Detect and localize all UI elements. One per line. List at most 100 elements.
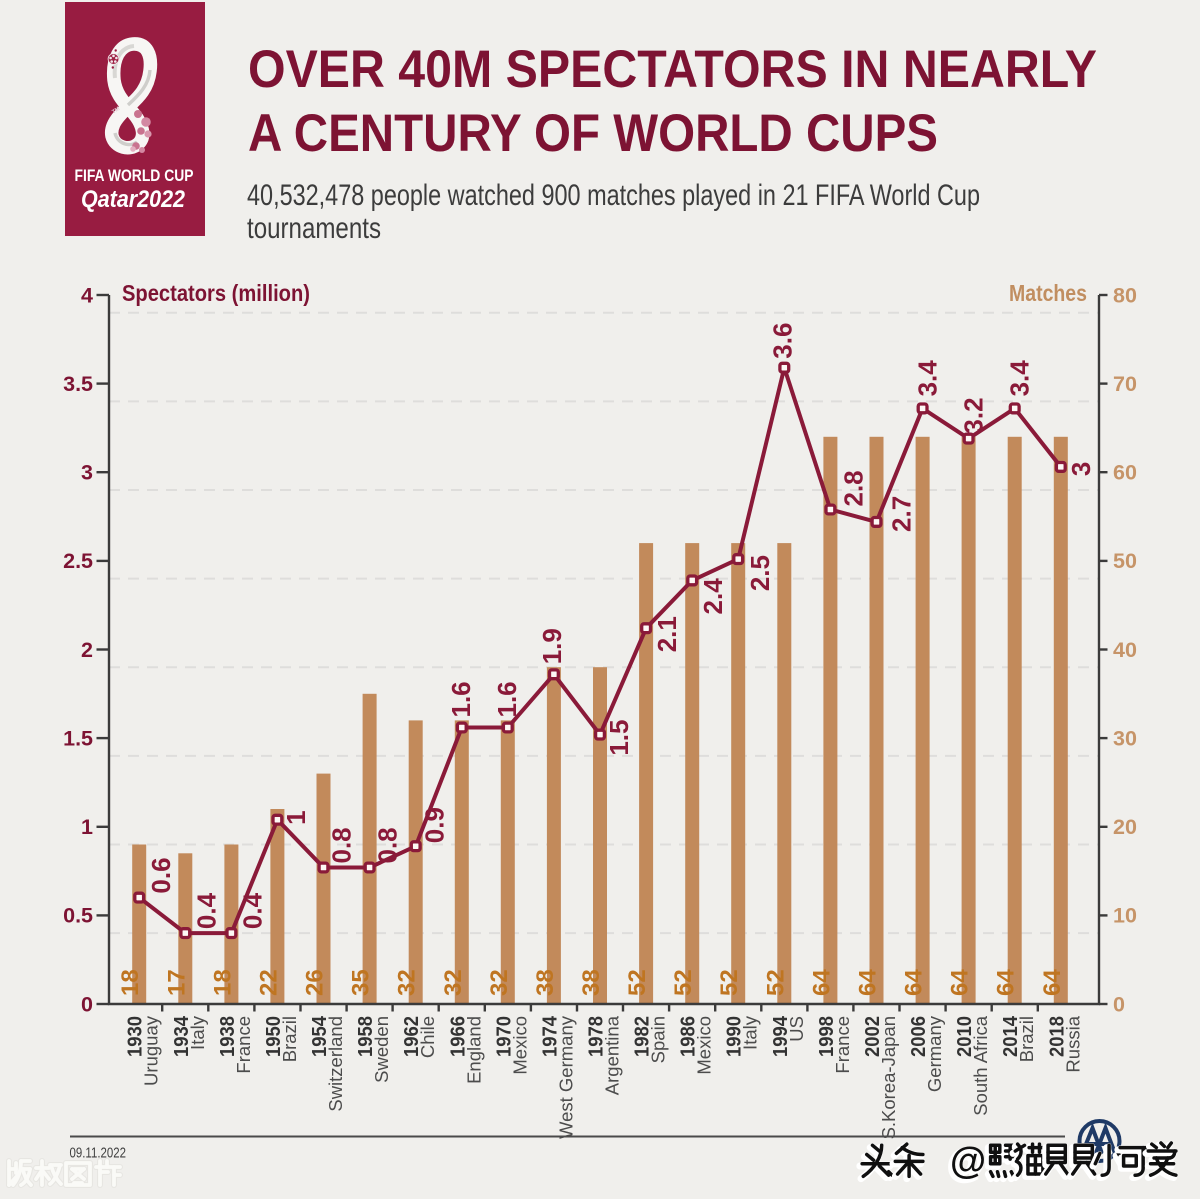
svg-text:Germany: Germany xyxy=(924,1015,945,1092)
svg-text:52: 52 xyxy=(624,969,651,996)
svg-text:1.6: 1.6 xyxy=(446,681,476,717)
svg-text:Russia: Russia xyxy=(1062,1015,1083,1072)
svg-text:S.Korea-Japan: S.Korea-Japan xyxy=(878,1016,899,1139)
svg-text:US: US xyxy=(786,1016,807,1042)
svg-text:38: 38 xyxy=(532,969,559,996)
svg-text:Uruguay: Uruguay xyxy=(141,1015,162,1086)
svg-text:1.5: 1.5 xyxy=(63,726,93,750)
svg-text:2.4: 2.4 xyxy=(698,578,728,615)
svg-text:1.6: 1.6 xyxy=(492,681,522,717)
svg-text:A CENTURY OF WORLD CUPS: A CENTURY OF WORLD CUPS xyxy=(248,104,938,163)
svg-text:Sweden: Sweden xyxy=(371,1016,392,1083)
svg-text:1962: 1962 xyxy=(400,1016,423,1057)
svg-text:64: 64 xyxy=(855,969,882,996)
svg-text:0.6: 0.6 xyxy=(146,857,176,893)
svg-text:2014: 2014 xyxy=(999,1015,1022,1057)
svg-text:80: 80 xyxy=(1113,283,1137,307)
svg-text:Spectators (million): Spectators (million) xyxy=(122,280,310,306)
svg-text:Mexico: Mexico xyxy=(694,1016,715,1075)
svg-text:@: @ xyxy=(948,1142,984,1183)
svg-text:17: 17 xyxy=(163,969,190,996)
svg-text:0.8: 0.8 xyxy=(327,827,357,863)
svg-text:64: 64 xyxy=(947,969,974,996)
svg-text:1: 1 xyxy=(81,815,93,839)
svg-text:1998: 1998 xyxy=(815,1016,838,1057)
svg-text:England: England xyxy=(463,1016,484,1084)
svg-text:35: 35 xyxy=(348,969,375,996)
svg-text:3.6: 3.6 xyxy=(767,323,797,359)
svg-text:Chile: Chile xyxy=(417,1016,438,1058)
svg-text:Qatar2022: Qatar2022 xyxy=(81,186,186,213)
svg-text:18: 18 xyxy=(117,969,144,996)
svg-text:0: 0 xyxy=(1113,992,1125,1016)
svg-text:40: 40 xyxy=(1113,638,1137,662)
svg-text:1950: 1950 xyxy=(262,1016,285,1057)
svg-text:10: 10 xyxy=(1113,904,1137,928)
svg-text:1974: 1974 xyxy=(538,1015,561,1057)
svg-text:2006: 2006 xyxy=(907,1016,930,1057)
svg-text:40,532,478 people watched 900: 40,532,478 people watched 900 matches pl… xyxy=(247,179,980,212)
svg-text:TM: TM xyxy=(111,106,121,116)
svg-text:1: 1 xyxy=(281,810,311,824)
svg-text:@: @ xyxy=(950,1140,986,1181)
svg-text:18: 18 xyxy=(209,969,236,996)
svg-text:52: 52 xyxy=(716,969,743,996)
svg-text:1990: 1990 xyxy=(723,1016,746,1057)
svg-text:64: 64 xyxy=(901,969,928,996)
svg-text:38: 38 xyxy=(578,969,605,996)
svg-text:70: 70 xyxy=(1113,372,1137,396)
svg-text:France: France xyxy=(832,1016,853,1074)
svg-text:50: 50 xyxy=(1113,549,1137,573)
svg-text:Switzerland: Switzerland xyxy=(325,1016,346,1112)
svg-text:FIFA WORLD CUP: FIFA WORLD CUP xyxy=(75,166,194,185)
svg-text:2010: 2010 xyxy=(953,1016,976,1057)
svg-text:64: 64 xyxy=(993,969,1020,996)
svg-text:3: 3 xyxy=(1066,462,1096,476)
svg-text:3.4: 3.4 xyxy=(913,360,943,397)
svg-text:2.1: 2.1 xyxy=(652,616,682,652)
svg-text:France: France xyxy=(233,1016,254,1074)
svg-text:1938: 1938 xyxy=(216,1016,239,1057)
svg-text:1954: 1954 xyxy=(308,1015,331,1057)
svg-text:1970: 1970 xyxy=(492,1016,515,1057)
svg-text:2: 2 xyxy=(81,638,93,662)
svg-text:1934: 1934 xyxy=(170,1015,193,1057)
svg-text:0.4: 0.4 xyxy=(237,892,267,929)
svg-text:1930: 1930 xyxy=(124,1016,147,1057)
svg-text:0.8: 0.8 xyxy=(373,827,403,863)
svg-text:32: 32 xyxy=(486,969,513,996)
svg-text:1978: 1978 xyxy=(585,1016,608,1057)
svg-text:South Africa: South Africa xyxy=(970,1015,991,1115)
svg-text:West Germany: West Germany xyxy=(555,1015,576,1139)
svg-text:Brazil: Brazil xyxy=(279,1016,300,1062)
svg-text:0.5: 0.5 xyxy=(63,904,93,928)
svg-text:Mexico: Mexico xyxy=(509,1016,530,1075)
svg-text:Matches: Matches xyxy=(1009,280,1087,306)
svg-text:2018: 2018 xyxy=(1045,1016,1068,1057)
svg-text:Italy: Italy xyxy=(740,1015,761,1050)
svg-text:0: 0 xyxy=(81,992,93,1016)
svg-text:2002: 2002 xyxy=(861,1016,884,1057)
svg-text:2.5: 2.5 xyxy=(745,555,775,591)
svg-text:1994: 1994 xyxy=(769,1015,792,1057)
svg-text:Brazil: Brazil xyxy=(1016,1016,1037,1062)
svg-text:32: 32 xyxy=(394,969,421,996)
svg-text:1966: 1966 xyxy=(446,1016,469,1057)
svg-text:26: 26 xyxy=(302,969,329,996)
svg-text:09.11.2022: 09.11.2022 xyxy=(70,1146,127,1162)
svg-text:1.9: 1.9 xyxy=(537,628,567,664)
svg-text:Italy: Italy xyxy=(187,1015,208,1050)
svg-text:tournaments: tournaments xyxy=(247,212,381,245)
svg-text:60: 60 xyxy=(1113,461,1137,485)
svg-text:52: 52 xyxy=(762,969,789,996)
svg-text:1.5: 1.5 xyxy=(604,720,634,756)
svg-text:3.2: 3.2 xyxy=(959,397,989,433)
svg-text:Spain: Spain xyxy=(648,1016,669,1063)
svg-text:64: 64 xyxy=(808,969,835,996)
svg-text:4: 4 xyxy=(81,283,93,307)
svg-text:22: 22 xyxy=(255,969,282,996)
svg-text:2.7: 2.7 xyxy=(887,496,917,532)
svg-text:0.9: 0.9 xyxy=(420,807,450,843)
svg-text:2.8: 2.8 xyxy=(838,470,868,506)
svg-text:1958: 1958 xyxy=(354,1016,377,1057)
